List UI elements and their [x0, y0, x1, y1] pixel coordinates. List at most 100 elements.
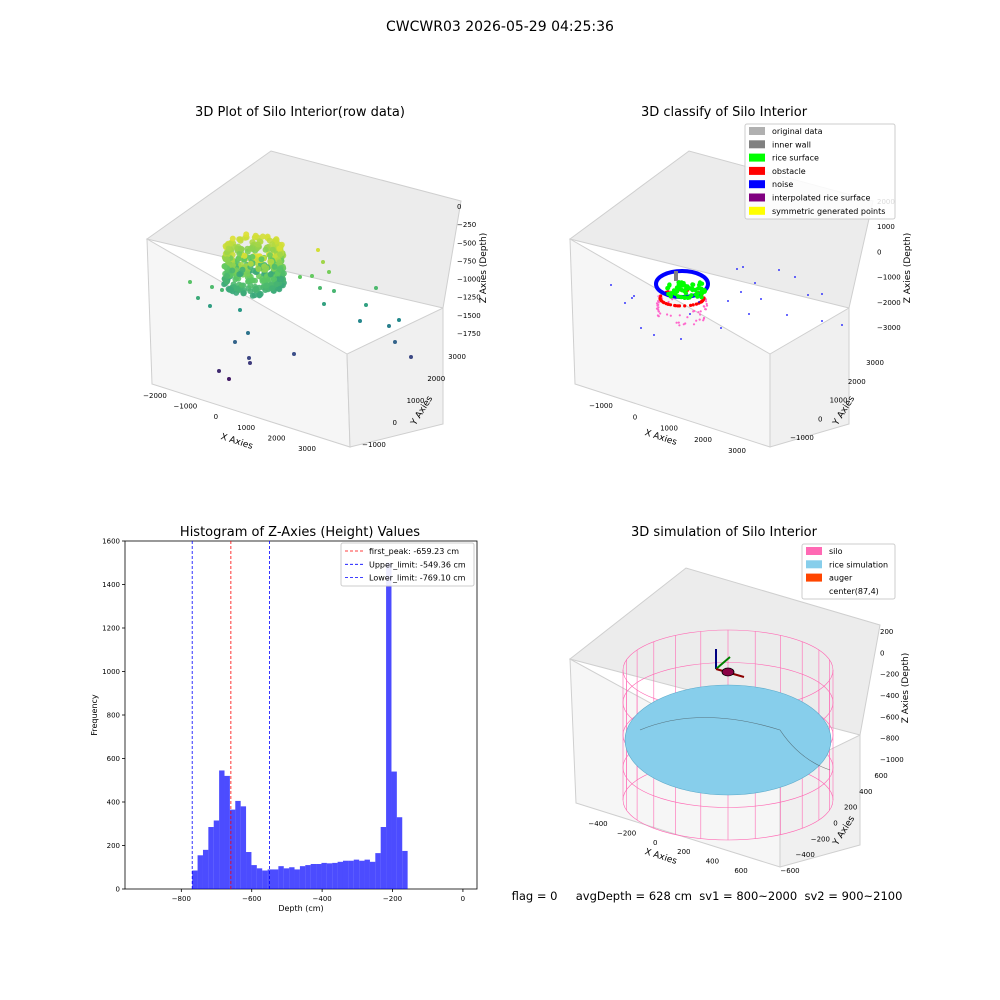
scatter-point	[332, 289, 336, 293]
obstacle-point	[677, 304, 682, 308]
legend-label: silo	[829, 547, 843, 556]
histogram-bar	[240, 806, 247, 889]
noise-point	[748, 313, 750, 315]
interpolated-point	[699, 310, 702, 313]
x-tick-label: 2000	[694, 436, 712, 444]
x-tick-label: −400	[588, 820, 607, 828]
scatter-point	[266, 276, 273, 282]
interpolated-point	[659, 312, 662, 315]
obstacle-point	[683, 304, 687, 308]
scatter-point	[393, 340, 397, 344]
x-tick-label: 3000	[728, 447, 746, 455]
histogram-bar	[380, 827, 387, 889]
scatter-point	[252, 232, 259, 239]
x-tick-label: 3000	[298, 445, 316, 453]
legend-label: rice simulation	[829, 560, 888, 569]
noise-point	[653, 334, 655, 336]
scatter-point	[269, 241, 276, 248]
scatter-point	[276, 266, 283, 273]
z-tick-label: 1000	[877, 223, 895, 231]
scatter-point	[245, 278, 252, 284]
legend-box	[340, 542, 475, 587]
scatter-point	[247, 282, 254, 289]
rice-surface-point	[667, 283, 672, 288]
rice-surface	[624, 684, 832, 796]
histogram-bar	[391, 771, 397, 889]
scatter-point	[277, 251, 284, 258]
interpolated-point	[704, 308, 708, 311]
scatter-point	[358, 319, 362, 323]
scatter-point	[310, 274, 314, 278]
scatter-point	[278, 276, 285, 282]
legend-swatch	[749, 153, 765, 162]
legend-swatch	[749, 206, 765, 215]
legend-label: interpolated rice surface	[772, 194, 870, 203]
scatter-point	[225, 245, 232, 252]
z-tick-label: 0	[880, 649, 884, 657]
scatter-point	[246, 331, 250, 335]
scatter-point	[228, 286, 234, 293]
interpolated-point	[656, 314, 660, 317]
interpolated-point	[684, 322, 687, 325]
obstacle-point	[664, 302, 668, 306]
x-tick-label: 1000	[237, 424, 255, 432]
scatter-point	[239, 266, 246, 273]
x-tick-label: 2000	[268, 434, 286, 442]
obstacle-point	[659, 294, 663, 298]
z-axis-label: Z Axies (Depth)	[479, 233, 489, 304]
scatter-point	[271, 263, 278, 270]
histogram-bar	[386, 562, 392, 889]
z-tick-label: −500	[457, 239, 476, 247]
z-tick-labels: 200 0 −200 −400 −600 −800 −1000	[880, 628, 904, 764]
rice-surface-point	[695, 291, 700, 296]
y-tick-label: 0	[833, 820, 837, 828]
z-tick-labels: 0 −250 −500 −750 −1000 −1250 −1500 −1750	[457, 203, 481, 338]
scatter-point	[239, 283, 243, 287]
interpolated-point	[675, 321, 678, 324]
scatter-point	[322, 302, 326, 306]
noise-point	[742, 266, 744, 268]
x-axis-label: X Axies	[219, 432, 254, 452]
interpolated-point	[678, 324, 681, 327]
obstacle-point	[673, 303, 677, 308]
scatter-point	[271, 276, 278, 283]
z-tick-label: −800	[880, 735, 899, 743]
scatter-point	[235, 255, 242, 262]
scatter-points	[610, 266, 843, 340]
scatter-point	[267, 252, 273, 259]
scatter-point	[278, 241, 285, 248]
y-tick-label: 800	[107, 712, 120, 720]
y-tick-label: −400	[796, 851, 815, 859]
rice-surface-point	[697, 280, 703, 285]
histogram-bar	[359, 860, 365, 889]
scatter-point	[276, 286, 283, 293]
histogram-bar	[348, 860, 354, 889]
histogram-bar	[316, 863, 322, 889]
histogram-bar	[321, 862, 327, 889]
auger-marker	[721, 667, 735, 677]
obstacle-point	[660, 299, 664, 303]
scatter-point	[267, 271, 274, 278]
scatter-point	[236, 271, 243, 278]
scatter-point	[208, 304, 212, 308]
legend-label: rice surface	[772, 154, 819, 163]
rice-surface-point	[687, 295, 692, 300]
scatter-point	[210, 285, 214, 289]
scatter-point	[227, 377, 231, 381]
scatter-point	[221, 263, 228, 270]
interpolated-point	[655, 302, 659, 305]
obstacle-point	[694, 302, 699, 306]
interpolated-point	[704, 300, 708, 303]
scatter-point	[240, 290, 247, 297]
noise-point	[821, 293, 823, 295]
z-tick-label: −750	[457, 257, 476, 265]
obstacle-point	[668, 303, 673, 307]
scatter-point	[229, 267, 236, 274]
scatter-point	[236, 236, 243, 243]
noise-point	[786, 314, 788, 316]
x-tick-label: −2000	[143, 392, 167, 400]
scatter-point	[247, 245, 254, 252]
legend-label: Lower_limit: -769.10 cm	[369, 574, 466, 583]
scatter-points	[188, 231, 413, 381]
interpolated-point	[702, 319, 705, 322]
